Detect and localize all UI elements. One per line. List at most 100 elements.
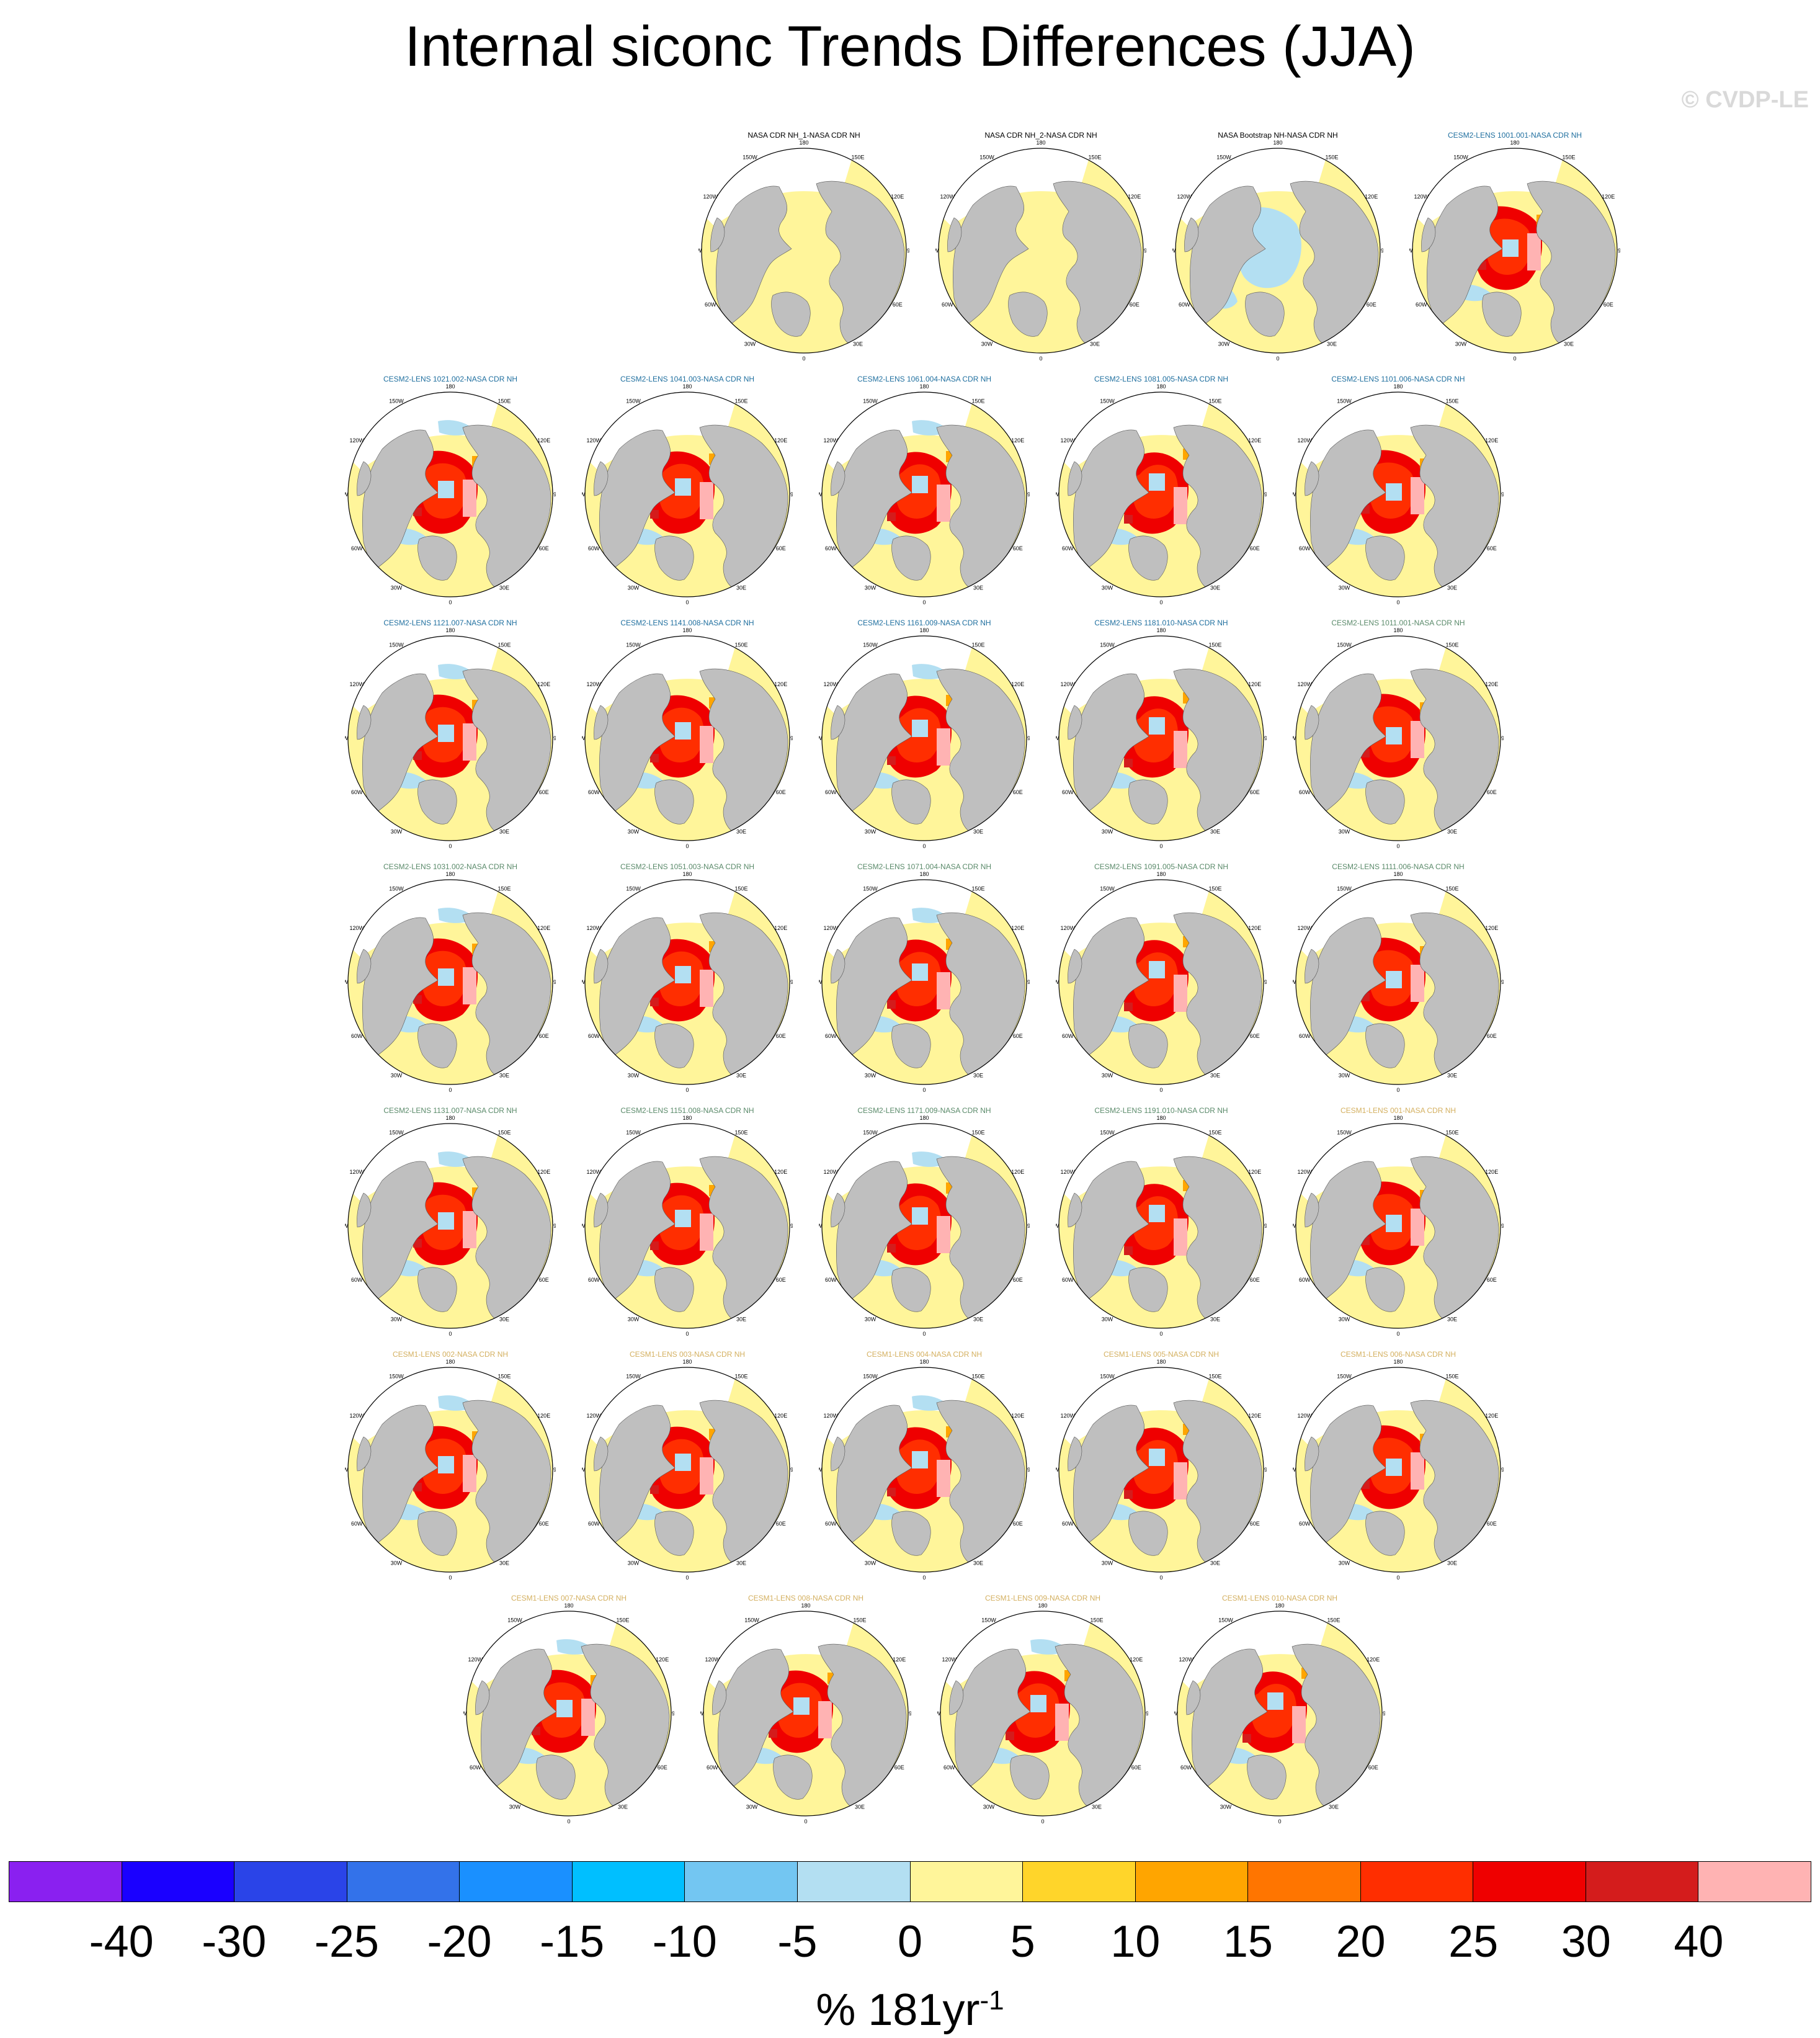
colorbar-tick-label: -40 <box>89 1917 154 1967</box>
longitude-label: 60W <box>705 302 716 308</box>
longitude-label: 150E <box>497 398 511 404</box>
longitude-label: 150W <box>863 1129 878 1135</box>
map-panel: CESM1-LENS 003-NASA CDR NH 180 150E 120E 90… <box>582 1349 793 1585</box>
longitude-label: 60W <box>588 1277 600 1283</box>
polar-map: 180 150E 120E 90E 60E 30E 0 30W 60W 90W 120W 150W <box>1409 140 1620 362</box>
polar-map: 180 150E 120E 90E 60E 30E 0 30W 60W 90W 120W 150W <box>1293 1359 1504 1581</box>
longitude-label: 30W <box>865 1316 877 1323</box>
longitude-label: 150E <box>1088 154 1101 160</box>
longitude-label: 90W <box>819 1467 823 1473</box>
longitude-label: 180 <box>1156 872 1166 877</box>
longitude-label: 150E <box>1208 641 1221 648</box>
panel-title: CESM2-LENS 1171.009-NASA CDR NH <box>857 1106 991 1115</box>
longitude-label: 120E <box>1011 437 1024 444</box>
map-panel: NASA CDR NH_2-NASA CDR NH 180 150E 120E 90E… <box>935 130 1146 366</box>
longitude-label: 0 <box>448 1087 452 1093</box>
longitude-label: 120E <box>1248 681 1261 687</box>
longitude-label: 60W <box>1299 545 1311 552</box>
map-panel: CESM1-LENS 006-NASA CDR NH 180 150E 120E 90… <box>1293 1349 1504 1585</box>
longitude-label: 60E <box>1013 789 1023 795</box>
longitude-label: 150W <box>389 1373 404 1379</box>
longitude-label: 120W <box>350 925 365 931</box>
longitude-label: 30E <box>1210 829 1220 835</box>
longitude-label: 90E <box>790 1223 793 1229</box>
longitude-label: 90W <box>582 1223 586 1229</box>
longitude-label: 0 <box>802 355 805 362</box>
polar-map: 180 150E 120E 90E 60E 30E 0 30W 60W 90W 120W 150W <box>1056 1115 1267 1337</box>
longitude-label: 150E <box>1208 1373 1221 1379</box>
longitude-label: 0 <box>1159 599 1162 606</box>
longitude-label: 30E <box>1210 1073 1220 1079</box>
longitude-label: 90W <box>463 1710 467 1717</box>
longitude-label: 120W <box>350 1169 365 1175</box>
longitude-label: 60E <box>1013 1277 1023 1283</box>
longitude-label: 30E <box>1564 341 1574 347</box>
polar-map: 180 150E 120E 90E 60E 30E 0 30W 60W 90W 120W 150W <box>345 628 556 849</box>
map-panel: CESM2-LENS 1001.001-NASA CDR NH 180 150E 1… <box>1409 130 1620 366</box>
longitude-label: 60E <box>539 545 549 552</box>
longitude-label: 150E <box>497 885 511 892</box>
longitude-label: 90E <box>1501 1223 1504 1229</box>
longitude-label: 90E <box>1264 1223 1267 1229</box>
longitude-label: 90W <box>1409 248 1413 254</box>
longitude-label: 120E <box>891 194 904 200</box>
longitude-label: 180 <box>919 384 929 390</box>
longitude-label: 60E <box>776 789 786 795</box>
map-panel: CESM2-LENS 1101.006-NASA CDR NH 180 150E 1… <box>1293 374 1504 610</box>
longitude-label: 30E <box>1447 1316 1457 1323</box>
longitude-label: 90E <box>1146 1710 1148 1717</box>
longitude-label: 120E <box>1128 194 1141 200</box>
colorbar-box <box>347 1862 460 1902</box>
longitude-label: 150W <box>744 1617 759 1623</box>
longitude-label: 90E <box>907 248 909 254</box>
longitude-label: 90E <box>1501 1467 1504 1473</box>
panel-title: CESM2-LENS 1001.001-NASA CDR NH <box>1447 131 1582 140</box>
longitude-label: 120W <box>824 925 839 931</box>
panel-title: CESM1-LENS 003-NASA CDR NH <box>629 1350 746 1359</box>
panel-title: CESM2-LENS 1091.005-NASA CDR NH <box>1094 862 1229 871</box>
longitude-label: 120E <box>1248 1413 1261 1419</box>
longitude-label: 120E <box>1485 1169 1498 1175</box>
longitude-label: 90W <box>698 248 702 254</box>
longitude-label: 120E <box>1485 681 1498 687</box>
units-exponent: -1 <box>979 1985 1004 2016</box>
longitude-label: 0 <box>922 599 926 606</box>
longitude-label: 30E <box>736 829 746 835</box>
panel-title: CESM1-LENS 008-NASA CDR NH <box>747 1594 864 1602</box>
longitude-label: 180 <box>1156 1359 1166 1365</box>
longitude-label: 30E <box>973 1560 983 1566</box>
map-panel: CESM2-LENS 1011.001-NASA CDR NH 180 150E 1… <box>1293 618 1504 854</box>
longitude-label: 120E <box>893 1656 906 1663</box>
longitude-label: 60W <box>1299 1033 1311 1039</box>
longitude-label: 150W <box>863 1373 878 1379</box>
longitude-label: 30E <box>1210 1560 1220 1566</box>
longitude-label: 0 <box>922 843 926 849</box>
longitude-label: 150W <box>1337 885 1352 892</box>
map-panel: CESM2-LENS 1041.003-NASA CDR NH 180 150E 1… <box>582 374 793 610</box>
longitude-label: 120W <box>1298 1169 1313 1175</box>
colorbar-box <box>1586 1862 1699 1902</box>
panel-title: NASA Bootstrap NH-NASA CDR NH <box>1218 131 1338 140</box>
polar-map: 180 150E 120E 90E 60E 30E 0 30W 60W 90W 120W 150W <box>819 628 1030 849</box>
colorbar-tick-label: -10 <box>652 1917 717 1967</box>
map-panel: CESM2-LENS 1151.008-NASA CDR NH 180 150E 1… <box>582 1106 793 1341</box>
longitude-label: 120E <box>1248 925 1261 931</box>
longitude-label: 90E <box>553 491 556 498</box>
longitude-label: 90W <box>1293 1223 1296 1229</box>
longitude-label: 150E <box>853 1617 866 1623</box>
longitude-label: 90E <box>1144 248 1146 254</box>
longitude-label: 180 <box>1393 872 1403 877</box>
longitude-label: 180 <box>919 1359 929 1365</box>
longitude-label: 30W <box>509 1804 521 1810</box>
longitude-label: 120E <box>1011 925 1024 931</box>
panel-title: CESM2-LENS 1051.003-NASA CDR NH <box>620 862 755 871</box>
longitude-label: 60E <box>1368 1764 1378 1771</box>
polar-map: 180 150E 120E 90E 60E 30E 0 30W 60W 90W 120W 150W <box>1293 384 1504 606</box>
longitude-label: 60E <box>893 302 903 308</box>
longitude-label: 90E <box>1027 735 1030 741</box>
polar-map: 180 150E 120E 90E 60E 30E 0 30W 60W 90W 120W 150W <box>1293 1115 1504 1337</box>
longitude-label: 120W <box>824 681 839 687</box>
longitude-label: 150W <box>1216 154 1231 160</box>
longitude-label: 0 <box>804 1818 807 1825</box>
